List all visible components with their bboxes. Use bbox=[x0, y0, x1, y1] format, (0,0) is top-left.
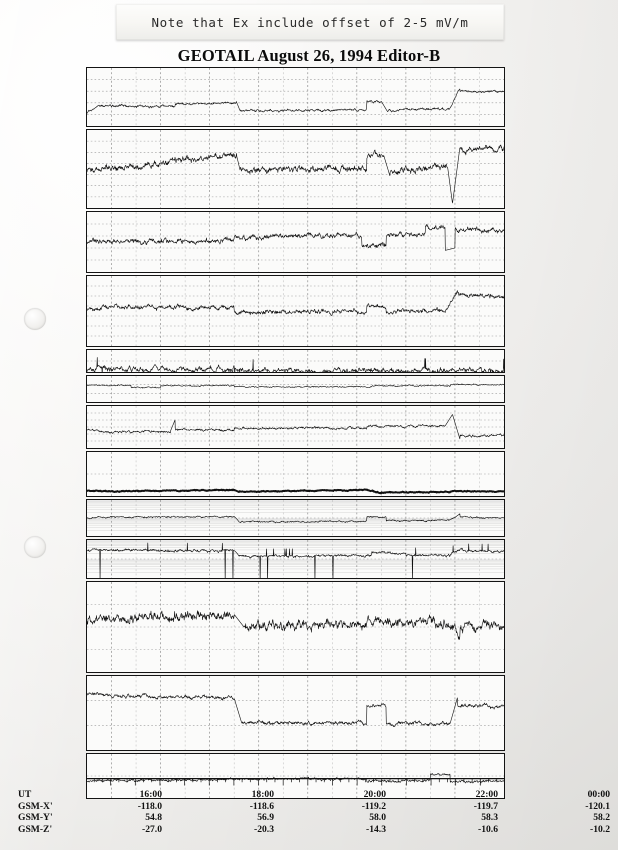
ephemeris-value: -120.1 bbox=[585, 800, 610, 812]
ephemeris-value: 54.8 bbox=[145, 812, 162, 823]
ephemeris-value: -119.7 bbox=[473, 800, 498, 812]
ephemeris-table: UT 16:00 18:00 20:00 22:00 00:00 GSM-X' -118.0 -… bbox=[14, 789, 610, 837]
panel-vy: -50050100Vy bbox=[86, 675, 505, 751]
ephemeris-value: 22:00 bbox=[475, 789, 498, 800]
ephemeris-value: 58.2 bbox=[593, 812, 610, 823]
ephemeris-value: -14.3 bbox=[366, 823, 386, 835]
ephemeris-value: 58.0 bbox=[369, 812, 386, 823]
ephemeris-row-label: GSM-Z' bbox=[18, 823, 53, 835]
panel-vz: -50050Vz bbox=[86, 753, 505, 799]
ephemeris-value: 00:00 bbox=[587, 789, 610, 800]
panel-by: -15-10-50510By bbox=[86, 211, 505, 273]
x-axis-ticks bbox=[86, 778, 505, 787]
ephemeris-row: UT 16:00 18:00 20:00 22:00 00:00 bbox=[14, 789, 610, 802]
ephemeris-value: 18:00 bbox=[251, 789, 274, 800]
ephemeris-row-label: UT bbox=[18, 789, 32, 800]
panel-rms: 024RMS bbox=[86, 349, 505, 373]
panel-t: 110100T bbox=[86, 539, 505, 579]
ephemeris-value: -118.0 bbox=[137, 800, 162, 812]
panel-n: 110100N bbox=[86, 499, 505, 537]
ephemeris-value: -10.2 bbox=[590, 823, 610, 835]
annotation-note-strip: Note that Ex include offset of 2-5 mV/m bbox=[116, 4, 504, 40]
panel-ey: -6-4-20246Ey bbox=[86, 405, 505, 449]
hole-punch-bottom bbox=[24, 536, 46, 558]
panel-bz: -15-10-505101520Bz bbox=[86, 275, 505, 347]
panel-ex: -2024Ex bbox=[86, 375, 505, 403]
panel-bt: 0510152025BT bbox=[86, 67, 505, 127]
ephemeris-value: -118.6 bbox=[249, 800, 274, 812]
ephemeris-row: GSM-X' -118.0 -118.6 -119.2 -119.7 -120.1 bbox=[14, 800, 610, 814]
ephemeris-row-label: GSM-Y' bbox=[18, 812, 53, 823]
annotation-note-text: Note that Ex include offset of 2-5 mV/m bbox=[151, 14, 469, 30]
ephemeris-row: GSM-Y' 54.8 56.9 58.0 58.3 58.2 bbox=[14, 812, 610, 825]
ephemeris-value: -27.0 bbox=[142, 823, 162, 835]
ephemeris-value: 16:00 bbox=[139, 789, 162, 800]
panel-vx: -500-450-400-350-300Vx bbox=[86, 581, 505, 673]
panel-bx: -15-10-505101520Bx bbox=[86, 129, 505, 209]
panel-sp: 0510SP bbox=[86, 451, 505, 497]
panel-stack: 0510152025BT-15-10-505101520Bx-15-10-505… bbox=[86, 67, 505, 801]
ephemeris-value: 56.9 bbox=[257, 812, 274, 823]
ephemeris-value: -119.2 bbox=[361, 800, 386, 812]
ephemeris-value: -10.6 bbox=[478, 823, 498, 835]
ephemeris-value: 20:00 bbox=[363, 789, 386, 800]
ephemeris-row: GSM-Z' -27.0 -20.3 -14.3 -10.6 -10.2 bbox=[14, 823, 610, 837]
ephemeris-grid: UT 16:00 18:00 20:00 22:00 00:00 GSM-X' -118.0 -… bbox=[14, 789, 610, 837]
ephemeris-row-label: GSM-X' bbox=[18, 800, 53, 812]
page-title: GEOTAIL August 26, 1994 Editor-B bbox=[177, 46, 441, 65]
hole-punch-top bbox=[24, 308, 46, 330]
ephemeris-value: -20.3 bbox=[254, 823, 274, 835]
ephemeris-value: 58.3 bbox=[481, 812, 498, 823]
